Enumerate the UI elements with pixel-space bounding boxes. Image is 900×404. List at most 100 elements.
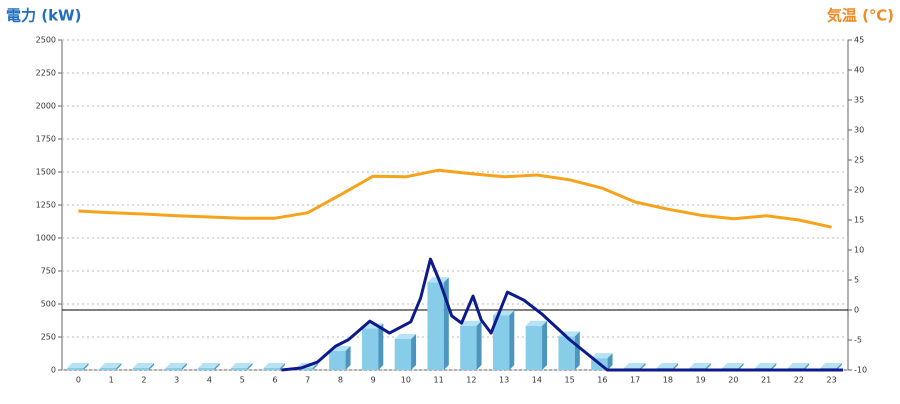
- y2-tick-label: 0: [854, 306, 859, 315]
- bar: [525, 320, 548, 370]
- bar-face: [656, 363, 679, 368]
- x-tick-label: 12: [466, 376, 476, 385]
- bar: [361, 323, 384, 370]
- bar-face: [116, 363, 122, 370]
- y2-tick-label: -5: [854, 336, 862, 345]
- bar: [492, 310, 515, 370]
- y2-tick-label: 20: [854, 186, 864, 195]
- y2-tick-label: 40: [854, 66, 864, 75]
- bar-face: [149, 363, 155, 370]
- bar-face: [460, 325, 477, 370]
- y2-tick-label: 45: [854, 36, 864, 45]
- bar: [132, 363, 155, 370]
- bar-face: [247, 363, 253, 370]
- bar-face: [99, 363, 122, 368]
- bar: [99, 363, 122, 370]
- bar-face: [230, 363, 253, 368]
- bar-face: [378, 323, 384, 370]
- bar: [427, 277, 449, 370]
- bar-face: [787, 363, 810, 368]
- bar-face: [722, 363, 744, 368]
- bar-face: [132, 363, 155, 368]
- bar: [558, 331, 580, 370]
- bar-face: [165, 368, 182, 370]
- x-tick-label: 14: [532, 376, 542, 385]
- y2-tick-label: -10: [854, 366, 867, 375]
- x-tick-label: 9: [371, 376, 376, 385]
- y2-tick-label: 30: [854, 126, 864, 135]
- line: [281, 257, 844, 372]
- bar-face: [394, 333, 417, 339]
- bar: [198, 363, 220, 370]
- bar: [67, 363, 89, 370]
- bar-face: [67, 368, 84, 370]
- bar-face: [198, 368, 215, 370]
- bar-face: [230, 368, 248, 370]
- y2-axis-title: 気温 (℃): [827, 7, 894, 25]
- bar: [394, 333, 417, 370]
- bar-face: [198, 363, 220, 368]
- bar-face: [83, 363, 89, 370]
- y2-tick-label: 25: [854, 156, 864, 165]
- bar-face: [558, 336, 575, 370]
- bar-face: [329, 350, 346, 370]
- x-tick-label: 6: [272, 376, 277, 385]
- bar-face: [280, 363, 286, 370]
- bar-face: [820, 363, 842, 368]
- y-tick-label: 2250: [36, 69, 56, 78]
- bar-face: [99, 368, 117, 370]
- bar-face: [394, 338, 412, 370]
- x-tick-label: 15: [565, 376, 575, 385]
- x-tick-label: 1: [109, 376, 114, 385]
- bar-face: [181, 363, 187, 370]
- bar-face: [673, 363, 679, 370]
- bar-face: [509, 310, 515, 370]
- y-axis-title: 電力 (kW): [6, 7, 81, 25]
- bar: [165, 363, 187, 370]
- x-tick-label: 0: [76, 376, 81, 385]
- bar-face: [754, 363, 777, 368]
- x-tick-label: 13: [499, 376, 509, 385]
- bar-face: [705, 363, 711, 370]
- bar-face: [525, 325, 543, 370]
- bar: [263, 363, 286, 370]
- y-tick-label: 2500: [36, 36, 56, 45]
- bar-face: [492, 315, 510, 370]
- bar-face: [312, 363, 318, 370]
- bar-face: [361, 328, 379, 370]
- x-tick-label: 22: [794, 376, 804, 385]
- bar: [460, 320, 482, 370]
- x-tick-label: 5: [240, 376, 245, 385]
- x-tick-label: 3: [174, 376, 179, 385]
- y2-tick-label: 35: [854, 96, 864, 105]
- bar-face: [689, 363, 711, 368]
- bar-face: [411, 333, 417, 370]
- x-tick-label: 11: [434, 376, 444, 385]
- x-tick-label: 2: [141, 376, 146, 385]
- line: [78, 168, 832, 229]
- bar-face: [132, 368, 150, 370]
- y-tick-label: 1000: [36, 234, 56, 243]
- bar-face: [738, 363, 744, 370]
- x-tick-label: 8: [338, 376, 343, 385]
- bar-face: [427, 282, 444, 370]
- bar-face: [460, 320, 482, 326]
- y-tick-label: 2000: [36, 102, 56, 111]
- bar-face: [574, 331, 580, 370]
- bar-face: [165, 363, 187, 368]
- x-tick-label: 21: [761, 376, 771, 385]
- bar-face: [804, 363, 810, 370]
- y-tick-label: 1500: [36, 168, 56, 177]
- x-tick-label: 20: [728, 376, 738, 385]
- y-tick-label: 750: [41, 267, 56, 276]
- bar-face: [263, 368, 281, 370]
- x-tick-label: 16: [597, 376, 607, 385]
- x-tick-label: 18: [663, 376, 673, 385]
- y-tick-label: 250: [41, 333, 56, 342]
- x-tick-label: 7: [305, 376, 310, 385]
- y2-tick-label: 5: [854, 276, 859, 285]
- y2-tick-label: 10: [854, 246, 864, 255]
- y-tick-label: 1750: [36, 135, 56, 144]
- x-tick-label: 19: [696, 376, 706, 385]
